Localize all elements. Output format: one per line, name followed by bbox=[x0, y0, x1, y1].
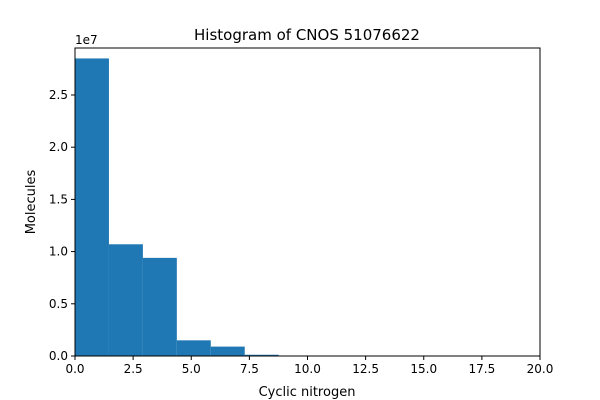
histogram-bar bbox=[210, 346, 245, 356]
y-tick-label: 0.0 bbox=[49, 349, 68, 363]
x-tick-label: 15.0 bbox=[410, 362, 437, 376]
x-tick-label: 10.0 bbox=[294, 362, 321, 376]
x-axis-label: Cyclic nitrogen bbox=[259, 385, 356, 400]
y-tick-label: 1.5 bbox=[49, 192, 68, 206]
histogram-bars bbox=[75, 58, 540, 357]
y-offset-label: 1e7 bbox=[75, 33, 98, 47]
y-tick-label: 1.0 bbox=[49, 245, 68, 259]
y-tick-label: 2.5 bbox=[49, 88, 68, 102]
x-tick-label: 20.0 bbox=[527, 362, 554, 376]
x-tick-label: 2.5 bbox=[124, 362, 143, 376]
histogram-bar bbox=[142, 257, 177, 356]
y-tick-label: 0.5 bbox=[49, 297, 68, 311]
x-tick-label: 0.0 bbox=[65, 362, 84, 376]
histogram-bar bbox=[108, 244, 143, 356]
y-axis-ticks: 0.0 0.5 1.0 1.5 2.0 2.5 bbox=[49, 88, 75, 363]
chart-title: Histogram of CNOS 51076622 bbox=[194, 26, 420, 44]
y-axis-label: Molecules bbox=[24, 170, 39, 235]
x-axis-ticks: 0.0 2.5 5.0 7.5 10.0 12.5 15.0 17.5 20.0 bbox=[65, 356, 553, 376]
x-tick-label: 7.5 bbox=[240, 362, 259, 376]
y-tick-label: 2.0 bbox=[49, 140, 68, 154]
histogram-bar bbox=[244, 354, 279, 356]
histogram-bar bbox=[75, 58, 109, 357]
x-tick-label: 17.5 bbox=[469, 362, 496, 376]
histogram-bar bbox=[176, 340, 211, 356]
x-tick-label: 5.0 bbox=[182, 362, 201, 376]
x-tick-label: 12.5 bbox=[352, 362, 379, 376]
